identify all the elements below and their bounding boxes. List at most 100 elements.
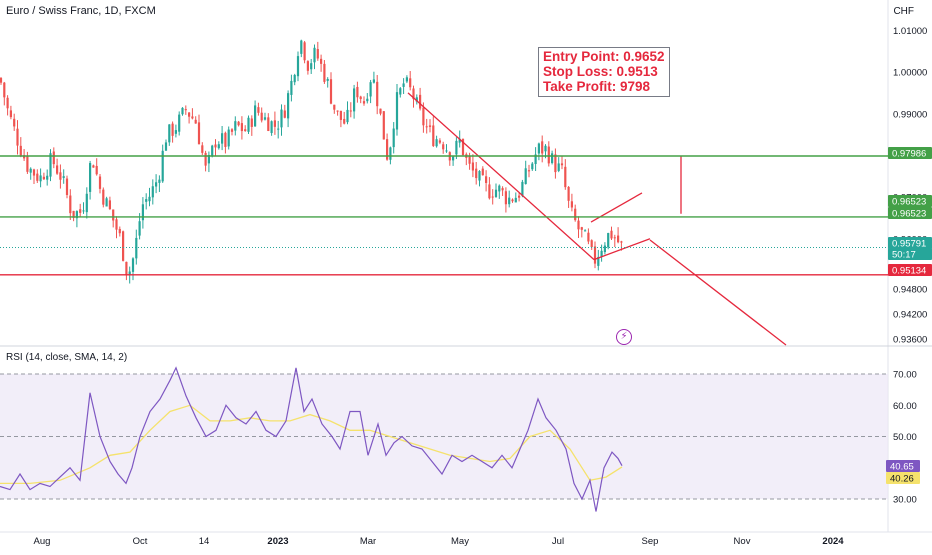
candle-body: [531, 163, 534, 170]
candle-body: [514, 197, 517, 203]
price-badge-label: 0.97986: [892, 149, 926, 160]
price-badge[interactable]: [888, 264, 932, 276]
price-badge[interactable]: [888, 147, 932, 159]
candle-body: [570, 201, 573, 208]
candle-body: [544, 145, 547, 152]
candle-body: [250, 118, 253, 127]
candle-body: [145, 199, 148, 202]
candle-body: [82, 210, 85, 212]
rsi-value-badge[interactable]: [886, 460, 920, 472]
candle-body: [422, 107, 425, 126]
rsi-line[interactable]: [0, 366, 623, 512]
candle-body: [402, 83, 405, 87]
candle-body: [23, 155, 26, 159]
candle-body: [49, 153, 52, 177]
currency-label[interactable]: CHF: [893, 6, 914, 17]
symbol-title[interactable]: Euro / Swiss Franc, 1D, FXCM: [6, 5, 156, 17]
candle-body: [178, 114, 181, 132]
candle-body: [184, 109, 187, 111]
price-badge[interactable]: [888, 248, 932, 260]
candle-body: [504, 191, 507, 205]
candle-body: [230, 129, 234, 132]
candle-body: [521, 181, 524, 196]
candle-body: [376, 81, 379, 107]
candle-body: [237, 121, 240, 126]
lightning-icon[interactable]: ⚡: [616, 329, 632, 345]
candle-body: [534, 154, 537, 165]
candle-body: [16, 128, 19, 146]
candle-body: [313, 47, 316, 63]
candle-body: [151, 186, 154, 198]
candle-body: [425, 126, 428, 128]
price-badge[interactable]: [888, 195, 932, 207]
candle-body: [518, 195, 521, 198]
price-axis[interactable]: 1.010001.000000.990000.970000.960000.948…: [888, 26, 932, 345]
candle-body: [386, 139, 389, 160]
candle-body: [610, 230, 613, 239]
candle-body: [580, 227, 583, 230]
candle-body: [287, 93, 290, 119]
candle-body: [263, 117, 267, 120]
rsi-tick-label: 60.00: [893, 401, 917, 412]
candle-body: [395, 92, 399, 130]
candle-body: [89, 163, 92, 192]
rsi-ma-badge[interactable]: [886, 472, 920, 484]
candles-group: [0, 39, 623, 284]
candle-body: [171, 123, 174, 136]
candle-body: [613, 237, 616, 239]
candle-body: [379, 108, 382, 114]
candle-body: [59, 172, 62, 180]
candle-body: [217, 144, 220, 149]
candle-body: [168, 124, 171, 143]
candle-body: [95, 165, 98, 175]
entry-point-text: Entry Point: 0.9652: [543, 49, 665, 64]
candle-body: [174, 130, 177, 134]
rsi-indicator-label[interactable]: RSI (14, close, SMA, 14, 2): [6, 352, 128, 363]
candle-body: [577, 220, 580, 230]
candle-body: [310, 63, 313, 70]
candle-body: [234, 121, 237, 131]
flag-upper-line[interactable]: [590, 192, 643, 223]
candle-body: [181, 107, 184, 115]
candle-body: [122, 231, 125, 261]
time-tick-label: Sep: [642, 536, 659, 547]
candle-body: [392, 128, 395, 148]
candle-body: [135, 237, 138, 259]
candle-body: [369, 82, 372, 97]
rsi-ma-line[interactable]: [0, 404, 623, 485]
candle-body: [537, 143, 540, 154]
price-badge[interactable]: [888, 207, 932, 219]
candle-body: [56, 165, 59, 174]
candle-body: [564, 166, 567, 188]
candle-body: [362, 101, 366, 104]
candle-body: [554, 154, 557, 173]
candle-body: [277, 128, 280, 130]
candle-body: [204, 152, 207, 166]
candle-body: [75, 211, 78, 219]
projection-line[interactable]: [649, 239, 787, 346]
candle-body: [98, 176, 102, 189]
candle-body: [244, 129, 247, 132]
candle-body: [607, 233, 610, 248]
candle-body: [188, 112, 191, 117]
downtrend-line[interactable]: [407, 92, 595, 261]
candle-body: [349, 110, 352, 112]
flag-lower-line[interactable]: [593, 238, 651, 261]
candle-body: [260, 112, 263, 121]
candle-body: [270, 121, 273, 134]
candle-body: [435, 139, 438, 147]
time-axis[interactable]: Aug Oct 14 2023 Mar May Jul Sep Nov 2024: [34, 536, 845, 547]
candle-body: [13, 118, 16, 127]
price-badge[interactable]: [888, 237, 932, 249]
trade-annotation-box[interactable]: Entry Point: 0.9652 Stop Loss: 0.9513 Ta…: [538, 47, 670, 97]
candle-body: [141, 204, 144, 221]
candle-body: [501, 188, 504, 191]
candle-body: [201, 145, 204, 153]
candle-body: [257, 107, 260, 113]
candle-body: [389, 147, 392, 160]
stop-loss-text: Stop Loss: 0.9513: [543, 64, 658, 79]
candle-body: [138, 221, 141, 236]
candle-body: [280, 109, 283, 128]
